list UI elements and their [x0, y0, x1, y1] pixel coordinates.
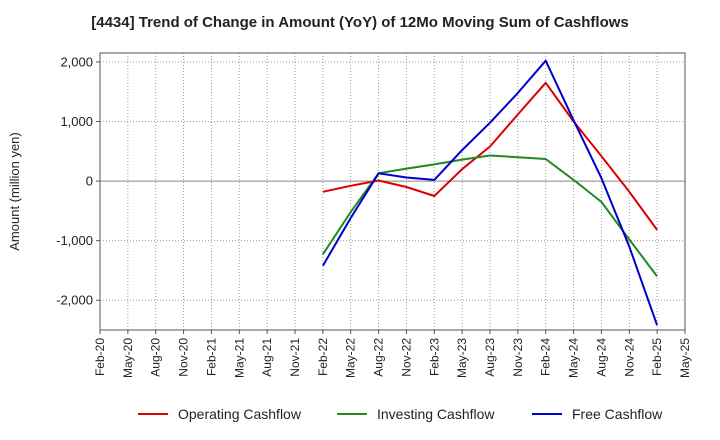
- y-tick-label: 1,000: [60, 114, 93, 129]
- x-tick-label: Feb-25: [650, 338, 664, 376]
- plot-frame: [99, 52, 686, 331]
- x-tick-label: Aug-20: [149, 338, 163, 377]
- x-tick-label: Aug-21: [260, 338, 274, 377]
- x-tick-label: Nov-20: [177, 338, 191, 377]
- chart-title: [4434] Trend of Change in Amount (YoY) o…: [91, 14, 629, 31]
- x-tick-label: May-21: [232, 338, 246, 378]
- x-tick-label: May-20: [121, 338, 135, 378]
- x-tick-label: Aug-23: [483, 338, 497, 377]
- x-tick-label: May-24: [567, 338, 581, 378]
- series-layer: [322, 59, 659, 326]
- y-tick-label: -2,000: [56, 293, 93, 308]
- x-tick-label: May-25: [678, 338, 692, 378]
- axis-layer: 2,000 1,000 0 -1,000 -2,000 Amount (million y…: [7, 52, 692, 378]
- y-tick-label: -1,000: [56, 233, 93, 248]
- x-tick-label: Nov-23: [511, 338, 525, 377]
- x-tick-label: Aug-24: [594, 338, 608, 377]
- x-tick-label: Feb-22: [316, 338, 330, 376]
- legend-label-investing-cashflow: Investing Cashflow: [377, 406, 495, 422]
- x-tick-label: Nov-21: [288, 338, 302, 377]
- legend: Operating Cashflow Investing Cashflow Free…: [138, 406, 663, 422]
- x-tick-label: Feb-21: [204, 338, 218, 376]
- x-tick-label: Feb-23: [427, 338, 441, 376]
- x-tick-label: Aug-22: [372, 338, 386, 377]
- x-tick-label: May-22: [344, 338, 358, 378]
- y-tick-label: 0: [86, 174, 93, 189]
- x-tick-label: May-23: [455, 338, 469, 378]
- grid-layer: [99, 53, 686, 330]
- y-tick-label: 2,000: [60, 54, 93, 69]
- x-tick-label: Nov-22: [399, 338, 413, 377]
- x-tick-label: Feb-24: [539, 338, 553, 376]
- y-axis-label: Amount (million yen): [7, 132, 22, 251]
- x-tick-label: Nov-24: [622, 338, 636, 377]
- series-line-free-cashflow: [322, 59, 659, 326]
- x-tick-label: Feb-20: [93, 338, 107, 376]
- legend-label-operating-cashflow: Operating Cashflow: [178, 406, 302, 422]
- legend-label-free-cashflow: Free Cashflow: [572, 406, 663, 422]
- series-line-operating-cashflow: [322, 81, 658, 231]
